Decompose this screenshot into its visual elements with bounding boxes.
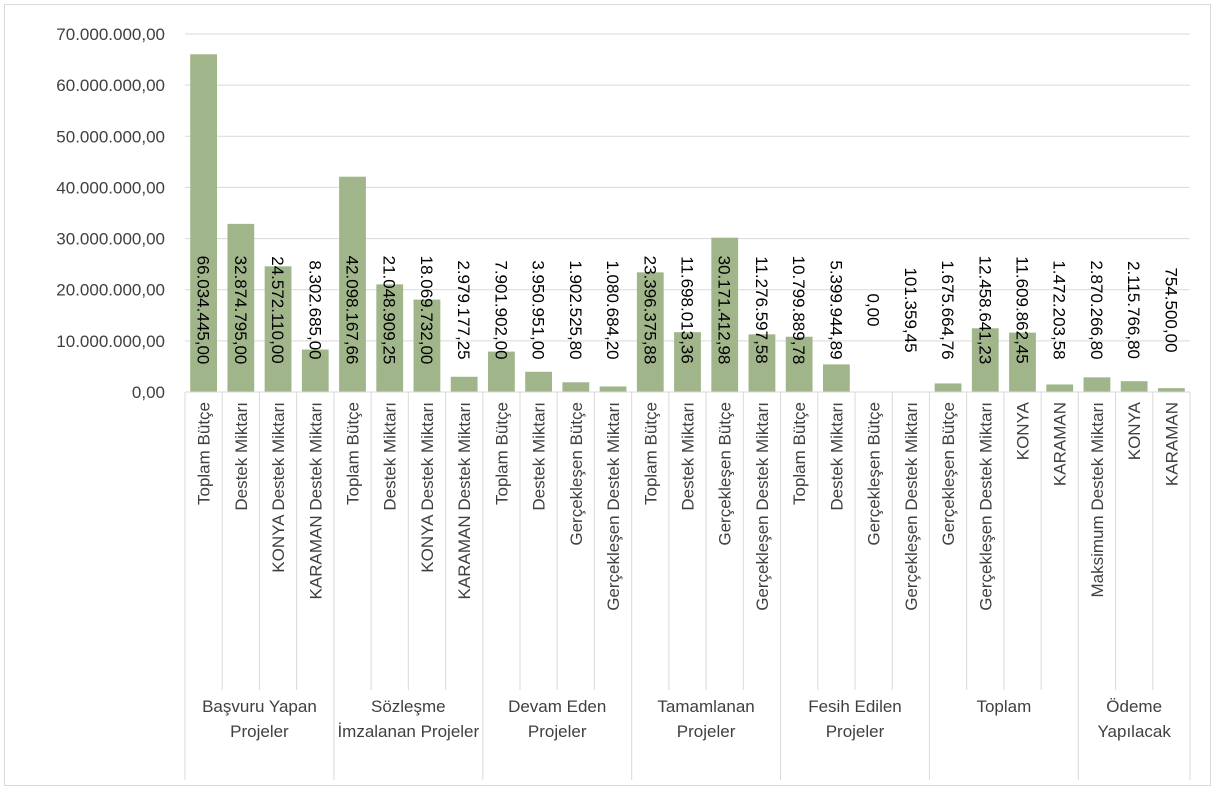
category-label: Destek Miktarı: [232, 402, 251, 511]
data-label: 11.609.862,45: [1013, 256, 1032, 363]
category-label: KONYA: [1125, 401, 1144, 460]
bar: [674, 332, 701, 392]
category-label: Gerçekleşen Destek Miktarı: [902, 402, 921, 611]
bar: [1009, 332, 1036, 392]
y-tick-label: 10.000.000,00: [56, 332, 165, 351]
data-label: 23.396.375,88: [640, 256, 659, 365]
category-label: Gerçekleşen Bütçe: [939, 402, 958, 546]
data-label: 11.276.597,58: [752, 256, 771, 363]
data-label: 1.080.684,20: [603, 260, 622, 359]
bar: [376, 284, 404, 392]
data-label: 18.069.732,00: [417, 256, 436, 365]
bar: [264, 266, 292, 392]
category-label: Gerçekleşen Bütçe: [567, 402, 586, 546]
bar: [1157, 388, 1185, 392]
bar: [450, 376, 478, 392]
bar: [599, 386, 627, 392]
category-label: KARAMAN: [1162, 402, 1181, 486]
data-label: 0,00: [864, 293, 883, 326]
y-tick-label: 20.000.000,00: [56, 281, 165, 300]
bar: [413, 299, 441, 392]
y-tick-label: 30.000.000,00: [56, 230, 165, 249]
category-label: KONYA: [1014, 401, 1033, 460]
data-label: 10.799.889,78: [789, 256, 808, 365]
data-label: 7.901.902,00: [491, 260, 510, 359]
data-label: 11.698.013,36: [678, 256, 697, 363]
data-label: 2.979.177,25: [454, 260, 473, 359]
data-label: 42.098.167,66: [343, 256, 362, 365]
category-label: Toplam Bütçe: [344, 402, 363, 505]
data-label: 30.171.412,98: [715, 256, 734, 365]
data-label: 754.500,00: [1161, 267, 1180, 352]
data-label: 32.874.795,00: [231, 256, 250, 365]
data-label: 1.675.664,76: [938, 260, 957, 359]
category-label: Toplam Bütçe: [195, 402, 214, 505]
y-tick-label: 70.000.000,00: [56, 25, 165, 44]
category-label: KARAMAN Destek Miktarı: [455, 402, 474, 599]
group-label: Sözleşme İmzalanan Projeler: [337, 697, 480, 741]
category-label: Toplam Bütçe: [790, 402, 809, 505]
group-label: Başvuru Yapan Projeler: [202, 697, 317, 741]
bar: [562, 382, 590, 392]
category-label: KARAMAN Destek Miktarı: [306, 402, 325, 599]
category-label: Gerçekleşen Bütçe: [865, 402, 884, 546]
data-label: 5.399.944,89: [826, 260, 845, 359]
data-label: 12.458.641,23: [975, 256, 994, 365]
bar: [636, 272, 664, 392]
bar: [190, 54, 218, 393]
bar: [1083, 377, 1111, 392]
data-label: 1.472.203,58: [1050, 260, 1069, 359]
group-label: Toplam: [976, 697, 1032, 716]
y-tick-label: 60.000.000,00: [56, 76, 165, 95]
group-label: Devam Eden Projeler: [508, 697, 607, 741]
bar: [301, 349, 329, 392]
y-tick-label: 0,00: [132, 383, 165, 402]
category-label: KONYA Destek Miktarı: [418, 402, 437, 573]
bar: [525, 371, 553, 392]
data-label: 101.359,45: [901, 267, 920, 352]
bar: [934, 383, 962, 392]
data-label: 8.302.685,00: [305, 260, 324, 359]
category-label: Destek Miktarı: [827, 402, 846, 511]
category-label: Destek Miktarı: [679, 402, 698, 511]
category-label: Destek Miktarı: [530, 402, 549, 511]
y-tick-label: 50.000.000,00: [56, 127, 165, 146]
category-label: Toplam Bütçe: [641, 402, 660, 505]
bar: [1120, 381, 1148, 392]
group-label: Tamamlanan Projeler: [657, 697, 755, 741]
bar: [748, 334, 776, 392]
category-label: Maksimum Destek Miktarı: [1088, 402, 1107, 598]
data-label: 66.034.445,00: [194, 256, 213, 365]
category-label: Gerçekleşen Destek Miktarı: [976, 402, 995, 611]
category-label: KONYA Destek Miktarı: [269, 402, 288, 573]
bar: [711, 237, 739, 392]
category-label: Gerçekleşen Destek Miktarı: [753, 402, 772, 611]
category-label: Gerçekleşen Destek Miktarı: [604, 402, 623, 611]
bar: [227, 223, 255, 392]
category-label: Gerçekleşen Bütçe: [716, 402, 735, 546]
y-tick-label: 40.000.000,00: [56, 178, 165, 197]
data-label: 3.950.951,00: [529, 260, 548, 359]
bar: [822, 364, 850, 392]
data-label: 24.572.110,00: [268, 256, 287, 363]
bar: [785, 336, 813, 392]
data-label: 1.902.525,80: [566, 260, 585, 359]
bar: [487, 351, 515, 392]
chart-border: [4, 4, 1211, 786]
category-label: KARAMAN: [1051, 402, 1070, 486]
bar: [339, 176, 366, 392]
group-label: Fesih Edilen Projeler: [808, 697, 902, 741]
group-label: Ödeme Yapılacak: [1097, 697, 1171, 741]
data-label: 2.870.266,80: [1087, 260, 1106, 359]
category-label: Destek Miktarı: [381, 402, 400, 511]
bar: [1046, 384, 1074, 392]
data-label: 2.115.766,80: [1124, 261, 1143, 359]
bar: [971, 328, 999, 392]
category-label: Toplam Bütçe: [492, 402, 511, 505]
data-label: 21.048.909,25: [380, 256, 399, 365]
